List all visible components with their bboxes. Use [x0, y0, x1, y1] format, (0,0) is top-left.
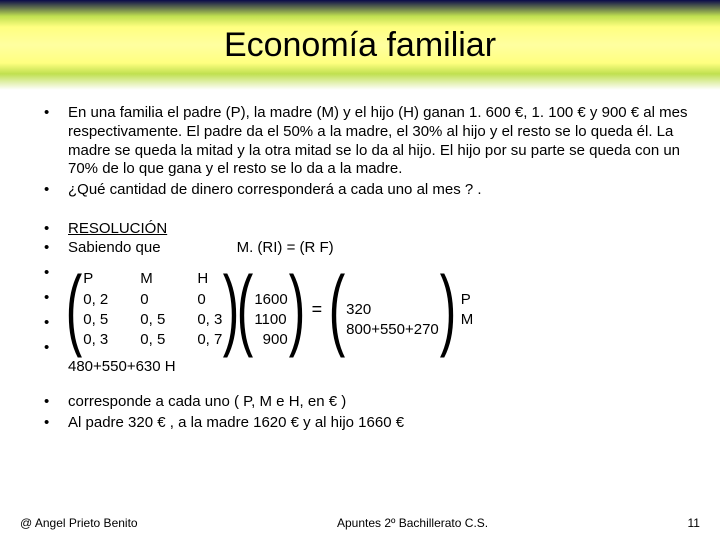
problem-text-2: ¿Qué cantidad de dinero corresponderá a …	[68, 181, 696, 200]
conclusion-2: Al padre 320 € , a la madre 1620 € y al …	[68, 414, 696, 433]
paren-open-1: (	[66, 278, 82, 341]
page-number: 11	[688, 516, 700, 530]
sabiendo-label: Sabiendo que	[68, 239, 161, 256]
title-banner: Economía familiar	[0, 0, 720, 90]
vector-col: 1600 1100 900	[254, 269, 287, 350]
paren-close-2: )	[288, 278, 304, 341]
bottom-row: 480+550+630 H	[68, 358, 696, 375]
resolution-heading: RESOLUCIÓN	[68, 220, 696, 237]
knowing-row: Sabiendo que M. (RI) = (R F)	[68, 239, 696, 256]
result-col: 320 800+550+270	[346, 279, 439, 340]
side-labels: P M	[461, 290, 474, 331]
footer-notes: Apuntes 2º Bachillerato C.S.	[337, 516, 488, 530]
paren-close-3: )	[440, 278, 456, 341]
matrix-col-3: H 0 0, 3 0, 7	[197, 269, 222, 350]
conclusion-1: corresponde a cada uno ( P, M e H, en € …	[68, 393, 696, 412]
bullet-column: ••••	[44, 260, 49, 360]
equation-title: M. (RI) = (R F)	[237, 239, 334, 256]
paren-open-2: (	[237, 278, 253, 341]
paren-open-3: (	[329, 278, 345, 341]
footer: @ Angel Prieto Benito Apuntes 2º Bachill…	[0, 516, 720, 530]
matrix-col-1: P 0, 2 0, 5 0, 3	[83, 269, 108, 350]
problem-text-1: En una familia el padre (P), la madre (M…	[68, 104, 696, 179]
equals-sign: =	[306, 298, 329, 321]
matrix-equation: •••• ( P 0, 2 0, 5 0, 3 M 0 0, 5 0, 5 H …	[68, 260, 696, 360]
matrix-col-2: M 0 0, 5 0, 5	[140, 269, 165, 350]
content-area: En una familia el padre (P), la madre (M…	[0, 90, 720, 432]
footer-author: @ Angel Prieto Benito	[20, 516, 138, 530]
page-title: Economía familiar	[224, 26, 496, 65]
